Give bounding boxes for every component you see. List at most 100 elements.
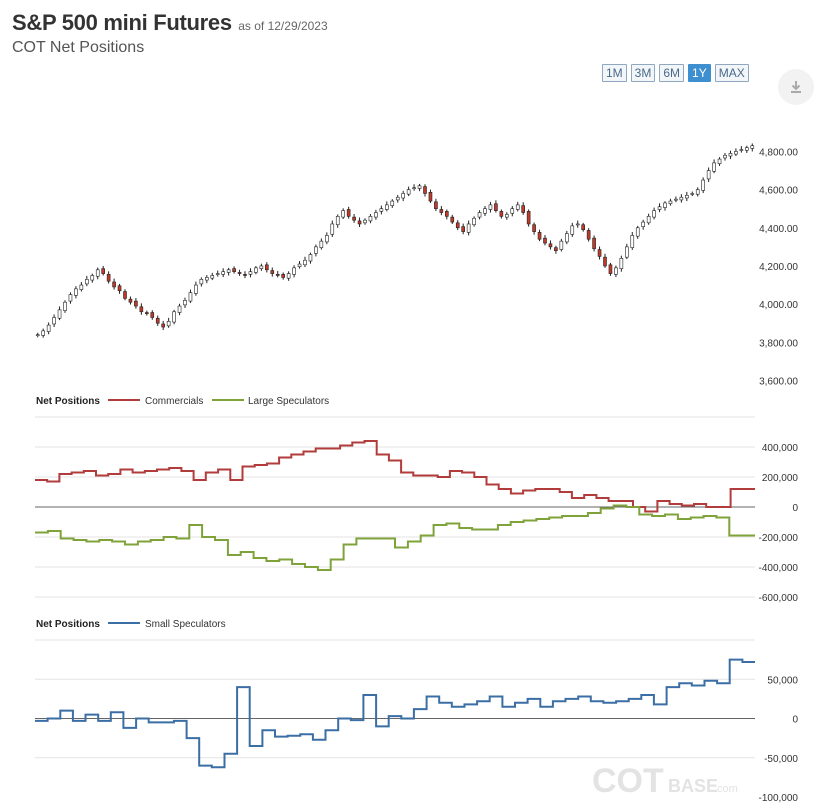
- price-candle: [494, 203, 498, 211]
- price-candle: [395, 196, 400, 201]
- large-traders-panel: Net Positions Commercials Large Speculat…: [35, 396, 798, 604]
- price-candle: [128, 298, 133, 303]
- price-candle: [734, 151, 738, 155]
- price-candle: [488, 204, 493, 210]
- price-candle: [575, 223, 580, 226]
- price-candle: [619, 258, 624, 269]
- price-candle: [565, 233, 569, 243]
- price-candle: [597, 249, 602, 257]
- y-tick-label: 400,000: [762, 443, 799, 454]
- price-candle: [385, 204, 389, 210]
- price-candle: [559, 240, 564, 250]
- price-candle: [330, 223, 335, 235]
- price-candle: [150, 312, 155, 318]
- price-candle: [690, 193, 695, 195]
- range-selector: 1M 3M 6M 1Y MAX: [602, 64, 749, 82]
- price-candle: [548, 243, 553, 248]
- range-button-6m[interactable]: 6M: [659, 64, 685, 82]
- price-candle: [554, 247, 558, 251]
- price-candle: [68, 294, 73, 302]
- price-candle: [297, 263, 302, 268]
- price-candle: [532, 224, 536, 232]
- small-traders-panel: Net Positions Small Speculators 50,000 0 -…: [35, 619, 798, 804]
- y-tick-label: -400,000: [759, 563, 799, 574]
- price-candle: [177, 305, 182, 313]
- price-candle: [106, 274, 111, 282]
- price-candle: [723, 154, 727, 159]
- legend-commercials[interactable]: Commercials: [145, 396, 203, 407]
- price-candle: [505, 214, 509, 218]
- price-candle: [155, 317, 160, 324]
- series-line-large-speculators[interactable]: [35, 504, 755, 571]
- download-icon: [791, 81, 801, 93]
- price-candle: [79, 284, 84, 290]
- price-candle: [292, 267, 296, 275]
- price-candle: [685, 195, 689, 199]
- y-tick-label: -100,000: [759, 793, 799, 804]
- price-candle: [390, 200, 395, 206]
- price-candle: [379, 208, 384, 212]
- price-candle: [270, 270, 275, 274]
- price-candle: [499, 211, 504, 217]
- price-candle: [674, 198, 678, 201]
- watermark: COT BASE .com: [592, 762, 738, 800]
- price-candle: [194, 284, 198, 294]
- price-candle: [357, 220, 362, 225]
- price-candle: [95, 269, 100, 277]
- price-candle: [581, 224, 585, 230]
- price-candle: [417, 185, 422, 189]
- price-candle: [335, 216, 340, 226]
- price-candle: [592, 237, 596, 250]
- range-button-1y[interactable]: 1Y: [688, 64, 711, 82]
- range-button-1m[interactable]: 1M: [602, 64, 627, 82]
- price-y-tick-label: 4,200.00: [759, 262, 798, 273]
- legend-title-2: Net Positions: [36, 619, 100, 630]
- price-y-tick-label: 4,000.00: [759, 300, 798, 311]
- price-candle: [635, 227, 640, 237]
- price-candle: [265, 264, 269, 271]
- price-candle: [41, 330, 45, 336]
- price-candle: [199, 279, 204, 285]
- price-candle: [423, 186, 427, 194]
- y-tick-label: -600,000: [759, 593, 799, 604]
- watermark-main: COT: [592, 762, 664, 800]
- price-candle: [57, 309, 62, 319]
- range-button-3m[interactable]: 3M: [630, 64, 656, 82]
- price-candle: [248, 271, 253, 275]
- price-candle: [406, 189, 411, 195]
- watermark-small: BASE: [668, 776, 718, 796]
- download-button[interactable]: [778, 69, 814, 105]
- price-candle: [695, 189, 700, 195]
- series-line-commercials[interactable]: [35, 440, 755, 513]
- price-candle: [706, 170, 711, 180]
- price-candle: [314, 246, 318, 254]
- price-candle: [630, 235, 635, 248]
- price-candle: [570, 225, 575, 235]
- price-candle: [728, 153, 733, 157]
- price-candle: [521, 205, 525, 213]
- price-candle: [286, 273, 291, 279]
- watermark-suffix: .com: [714, 783, 738, 795]
- page-title: S&P 500 mini Futures: [12, 10, 232, 35]
- price-candle: [46, 324, 51, 332]
- price-candle: [455, 222, 460, 229]
- price-candle: [368, 216, 373, 222]
- price-candle: [750, 145, 755, 149]
- price-candle: [712, 162, 716, 172]
- price-candle: [434, 201, 438, 210]
- price-candle: [74, 288, 78, 296]
- price-candle: [226, 269, 231, 273]
- price-candle: [608, 264, 613, 274]
- legend-large-speculators[interactable]: Large Speculators: [248, 396, 329, 407]
- range-button-max[interactable]: MAX: [714, 64, 749, 82]
- price-candle: [510, 208, 515, 214]
- price-candle: [625, 246, 629, 258]
- series-line-small-speculators[interactable]: [35, 658, 755, 769]
- price-candle: [341, 210, 345, 218]
- price-candle: [112, 281, 116, 288]
- price-candle: [161, 323, 165, 328]
- legend-small-speculators[interactable]: Small Speculators: [145, 619, 226, 630]
- price-candle: [466, 223, 471, 233]
- price-candle: [215, 273, 220, 275]
- price-candle: [134, 300, 138, 307]
